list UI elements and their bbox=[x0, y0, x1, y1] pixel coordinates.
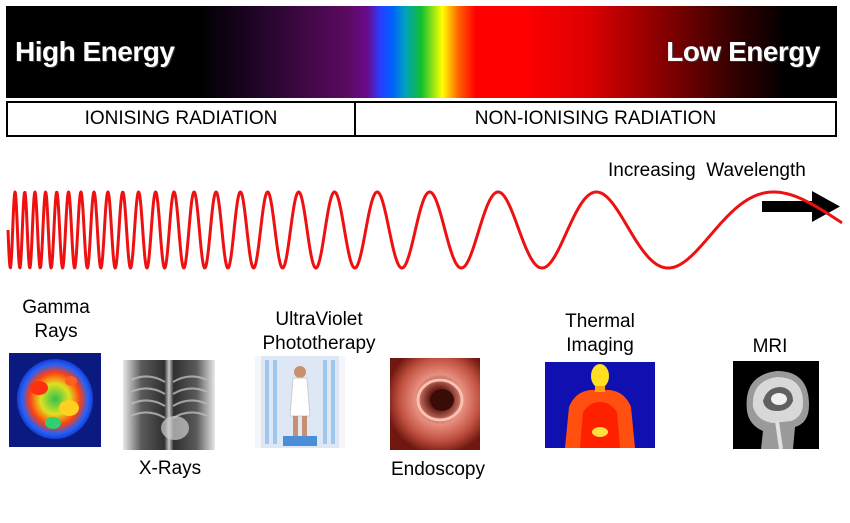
gamma-rays-caption: Gamma Rays bbox=[22, 297, 90, 342]
x-rays-caption: X-Rays bbox=[138, 458, 202, 479]
non-ionising-radiation-label: NON-IONISING RADIATION bbox=[474, 108, 717, 129]
spectrum-bar bbox=[6, 6, 837, 98]
mri-scan-image bbox=[733, 361, 819, 449]
low-energy-label: Low Energy bbox=[666, 36, 820, 67]
wavelength-wave bbox=[6, 190, 843, 270]
endoscopy-caption: Endoscopy bbox=[390, 459, 485, 480]
gamma-pet-scan-image bbox=[9, 353, 101, 447]
mri-caption: MRI bbox=[752, 336, 788, 357]
non-ionising-radiation-box: NON-IONISING RADIATION bbox=[354, 101, 837, 137]
ionising-radiation-box: IONISING RADIATION bbox=[6, 101, 356, 137]
thermal-imaging-image bbox=[545, 362, 655, 448]
high-energy-label: High Energy bbox=[15, 36, 175, 67]
uv-phototherapy-caption: UltraViolet Phototherapy bbox=[262, 309, 376, 354]
arrow-right-icon bbox=[762, 191, 840, 222]
uv-phototherapy-image bbox=[255, 356, 345, 448]
increasing-wavelength-label: Increasing Wavelength bbox=[608, 160, 806, 181]
endoscopy-image bbox=[390, 358, 480, 450]
chest-xray-image bbox=[123, 360, 215, 450]
ionising-radiation-label: IONISING RADIATION bbox=[84, 108, 278, 129]
wave-line bbox=[6, 190, 843, 270]
thermal-imaging-caption: Thermal Imaging bbox=[565, 311, 635, 356]
